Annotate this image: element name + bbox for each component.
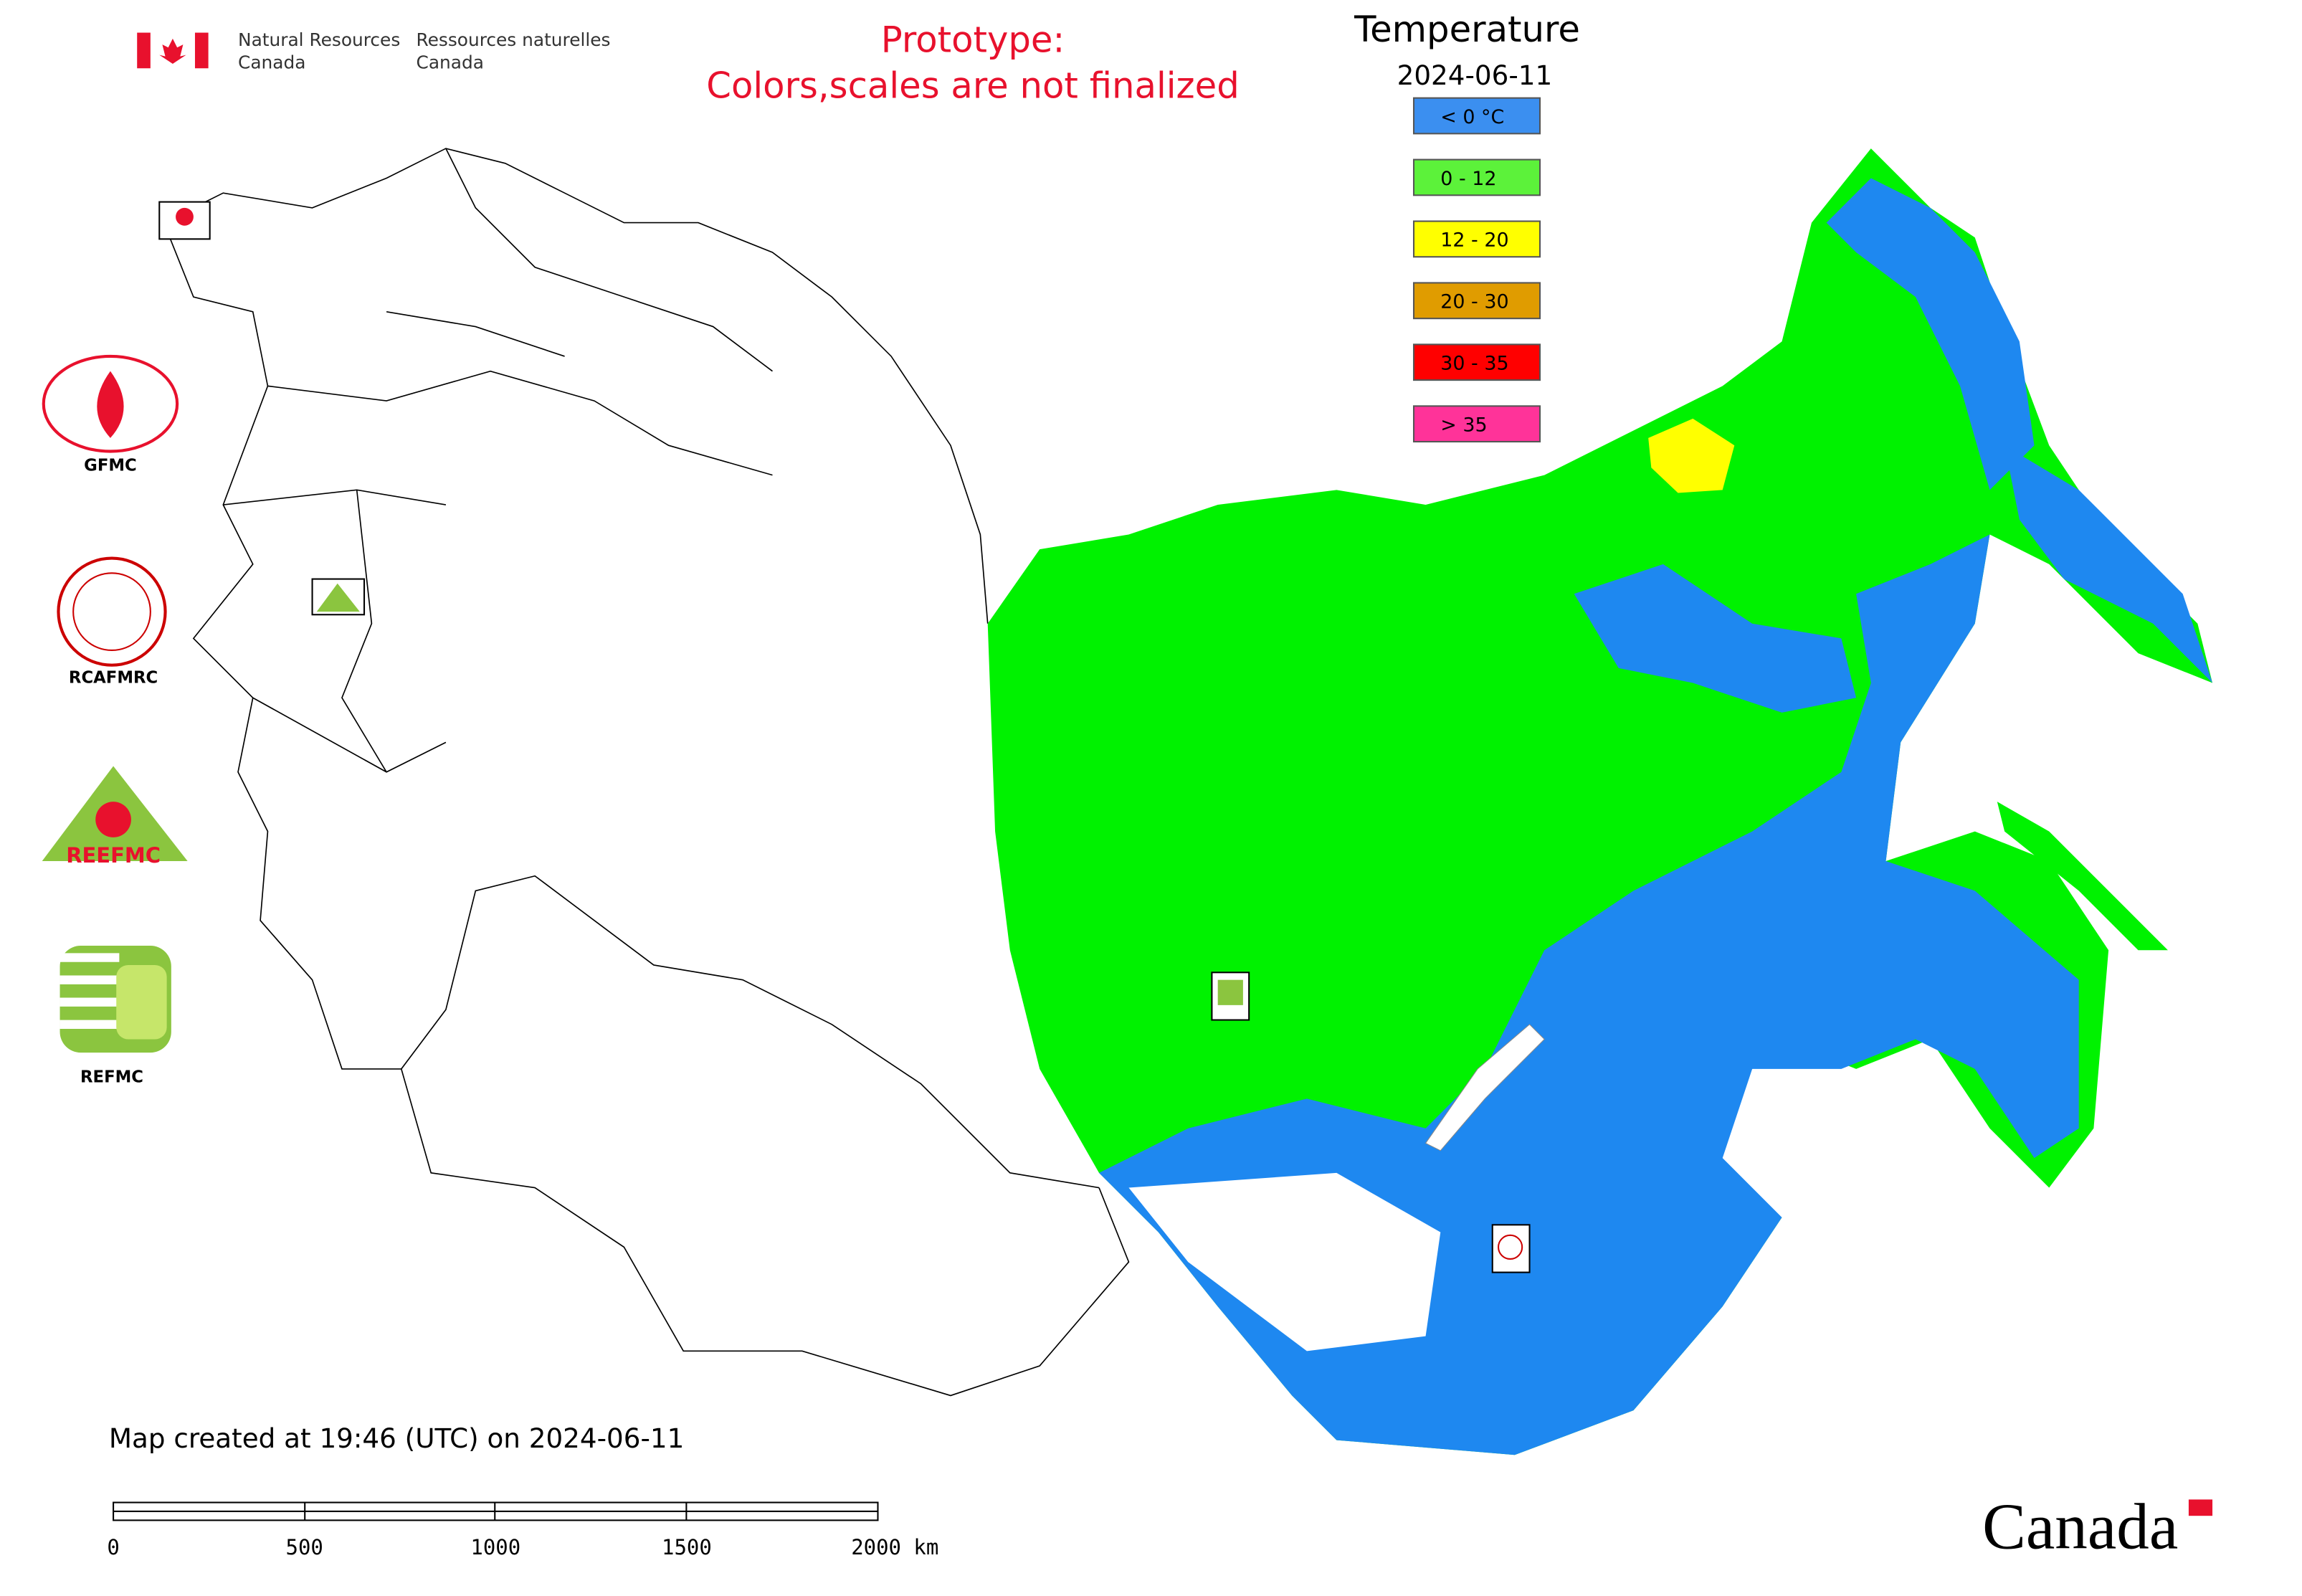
country-outlines [163, 148, 1130, 1397]
scale-label: 500 [286, 1535, 323, 1559]
legend-date: 2024-06-11 [1397, 60, 1553, 91]
legend: < 0 °C 0 - 12 12 - 20 20 - 30 30 - 35 > 35 [1412, 97, 1541, 443]
notice: Colors,scales are not finalized [706, 65, 1239, 107]
legend-label: > 35 [1440, 414, 1487, 437]
legend-swatch [1412, 158, 1541, 196]
scale-label: 1000 [470, 1535, 520, 1559]
canada-flag [137, 32, 209, 69]
legend-label: 12 - 20 [1440, 229, 1508, 252]
scale-labels: 0 500 1000 1500 2000 km [107, 1535, 938, 1559]
legend-swatch [1412, 220, 1541, 258]
logo-label: GFMC [84, 456, 137, 475]
agency-en: Natural Resources [238, 29, 400, 50]
scale-label: 2000 km [851, 1535, 938, 1559]
scale-label: 1500 [662, 1535, 712, 1559]
agency-fr: Ressources naturelles [417, 29, 611, 50]
legend-title: Temperature [1354, 9, 1580, 50]
legend-label: 0 - 12 [1440, 168, 1496, 190]
notice: Prototype: [881, 19, 1065, 60]
logo-label: REFMC [80, 1068, 143, 1087]
legend-swatch [1412, 343, 1541, 381]
legend-swatch [1412, 405, 1541, 443]
temperature-field [987, 148, 2213, 1455]
created-note: Map created at 19:46 (UTC) on 2024-06-11 [109, 1422, 684, 1454]
scale-bar [113, 1501, 879, 1521]
agency-en: Canada [238, 52, 305, 72]
logo-label: RCAFMRC [69, 669, 158, 688]
legend-label: 20 - 30 [1440, 291, 1508, 313]
agency-fr: Canada [417, 52, 484, 72]
scale-label: 0 [107, 1535, 119, 1559]
legend-label: 30 - 35 [1440, 353, 1508, 375]
legend-swatch [1412, 97, 1541, 135]
legend-swatch [1412, 282, 1541, 320]
logo-label: REEFMC [66, 843, 161, 868]
wordmark-flag [2188, 1499, 2213, 1516]
canada-wordmark: Canada [1982, 1491, 2178, 1563]
logos [42, 201, 1531, 1273]
legend-label: < 0 °C [1440, 106, 1504, 128]
